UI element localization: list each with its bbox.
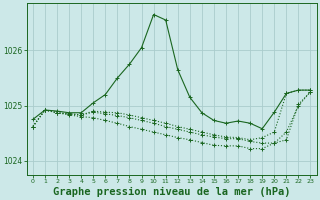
X-axis label: Graphe pression niveau de la mer (hPa): Graphe pression niveau de la mer (hPa) bbox=[53, 186, 291, 197]
